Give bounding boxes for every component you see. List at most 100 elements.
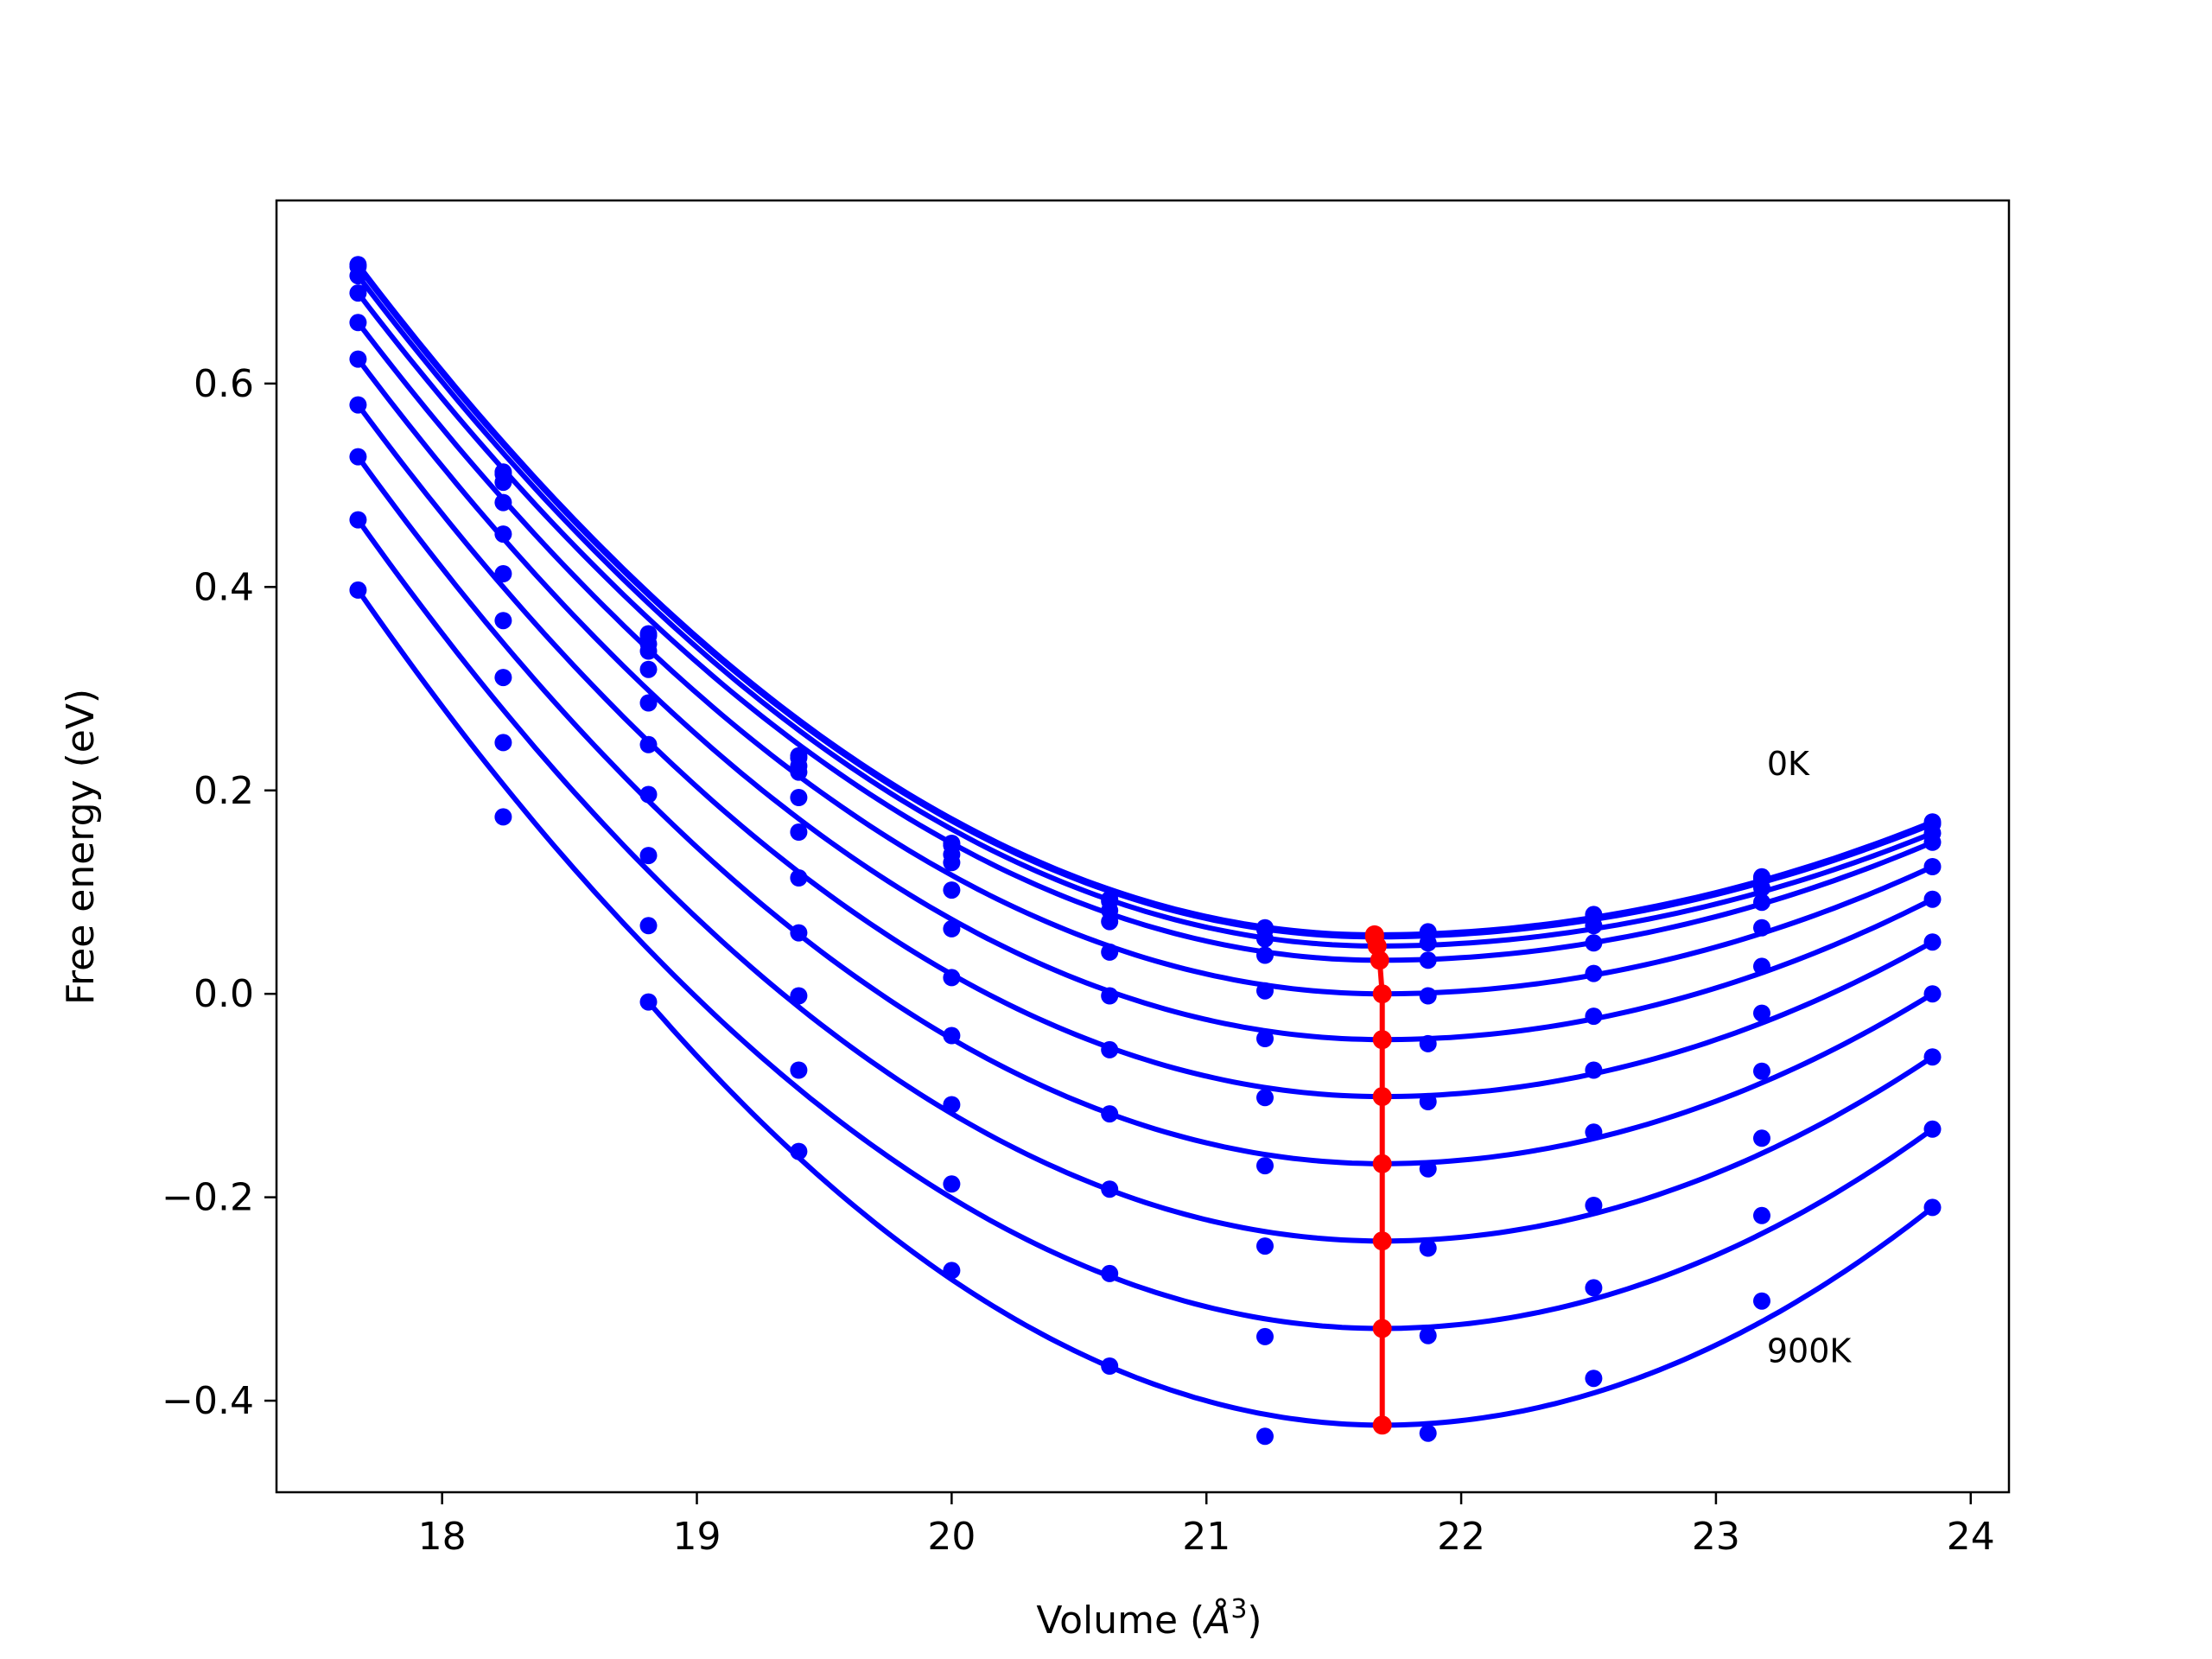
data-point-900K-7	[1419, 1326, 1437, 1344]
data-point-900K-6	[1256, 1327, 1274, 1345]
data-point-600K-6	[1256, 1089, 1274, 1107]
data-point-900K-0	[349, 581, 367, 599]
data-point-200K-8	[1585, 917, 1603, 935]
data-point-600K-1	[494, 612, 512, 630]
data-point-900K-10	[1923, 1120, 1942, 1138]
data-point-600K-10	[1923, 933, 1942, 951]
data-point-600K-5	[1101, 1040, 1119, 1058]
fit-curve-1000K	[646, 1000, 1935, 1428]
minimum-point-8	[1372, 1231, 1392, 1251]
data-point-700K-9	[1753, 1062, 1770, 1080]
data-point-500K-1	[494, 565, 512, 582]
data-point-600K-9	[1753, 1004, 1770, 1022]
fit-curve-800K	[355, 518, 1935, 1244]
minimum-point-3	[1370, 950, 1389, 970]
fit-curve-100K	[356, 264, 1934, 940]
y-tick-label-3: 0.2	[194, 769, 254, 813]
minimum-point-4	[1372, 984, 1392, 1004]
fit-curve-900K	[355, 588, 1935, 1332]
data-point-600K-8	[1585, 1061, 1603, 1079]
data-point-300K-7	[1419, 951, 1437, 969]
data-point-900K-8	[1585, 1279, 1603, 1297]
data-point-800K-0	[349, 511, 367, 529]
data-point-600K-2	[639, 735, 658, 753]
data-point-600K-7	[1419, 1093, 1437, 1110]
data-point-800K-10	[1923, 1048, 1942, 1066]
plot-frame	[275, 199, 2011, 1494]
x-tick-label-1: 19	[673, 1515, 721, 1559]
data-point-300K-8	[1585, 934, 1603, 952]
data-point-700K-4	[943, 1027, 961, 1045]
data-point-600K-3	[790, 869, 808, 887]
data-point-300K-9	[1753, 893, 1770, 912]
data-point-1000K-3	[790, 1142, 808, 1160]
x-tick-label-0: 18	[418, 1515, 467, 1559]
x-tick-label-3: 21	[1182, 1515, 1230, 1559]
data-point-700K-1	[494, 669, 512, 687]
x-axis-label-exponent: 3	[1230, 1594, 1247, 1624]
data-point-600K-0	[349, 396, 367, 414]
x-tick-label-2: 20	[927, 1515, 976, 1559]
data-point-800K-9	[1753, 1129, 1770, 1147]
data-point-700K-8	[1585, 1123, 1603, 1141]
data-point-1000K-2	[639, 993, 658, 1011]
minimum-point-7	[1372, 1154, 1392, 1173]
data-point-1000K-8	[1585, 1370, 1603, 1388]
data-point-200K-0	[349, 267, 367, 285]
data-point-1000K-7	[1419, 1424, 1437, 1442]
data-point-800K-7	[1419, 1239, 1437, 1257]
data-point-700K-0	[349, 448, 367, 466]
x-axis-label-close: )	[1247, 1599, 1262, 1643]
data-point-200K-6	[1256, 930, 1274, 948]
data-point-800K-6	[1256, 1237, 1274, 1255]
fit-curve-300K	[356, 291, 1934, 963]
data-point-300K-2	[639, 642, 658, 660]
data-point-1000K-10	[1923, 1198, 1942, 1217]
x-axis-label-main: Volume (	[1036, 1599, 1205, 1643]
data-point-900K-3	[790, 1061, 808, 1079]
x-tick-label-4: 22	[1437, 1515, 1485, 1559]
data-point-400K-4	[943, 881, 961, 899]
fit-curve-200K	[356, 274, 1934, 949]
annotations: 0K 900K	[1767, 745, 1853, 1370]
data-point-200K-1	[494, 474, 512, 492]
data-point-300K-1	[494, 493, 512, 512]
data-point-400K-8	[1585, 964, 1603, 982]
data-point-600K-4	[943, 969, 961, 987]
data-point-900K-1	[494, 808, 512, 826]
data-point-700K-10	[1923, 985, 1942, 1003]
data-point-500K-9	[1753, 957, 1770, 976]
data-points	[349, 256, 1942, 1446]
x-axis-ticks: 18 19 20 21 22 23 24	[418, 1492, 1995, 1559]
y-axis-ticks: −0.4 −0.2 0.0 0.2 0.4 0.6	[162, 362, 276, 1423]
data-point-400K-9	[1753, 918, 1770, 937]
minimum-path	[1364, 925, 1392, 1435]
fit-curve-500K	[355, 357, 1934, 1043]
x-tick-label-5: 23	[1692, 1515, 1740, 1559]
data-point-500K-3	[790, 823, 808, 841]
data-point-500K-4	[943, 919, 961, 938]
y-tick-label-0: −0.4	[162, 1379, 254, 1423]
data-point-400K-10	[1923, 858, 1942, 875]
data-point-900K-2	[639, 917, 658, 935]
fit-curve-400K	[356, 321, 1934, 997]
minimum-point-2	[1367, 936, 1387, 956]
minimum-point-5	[1372, 1030, 1392, 1050]
data-point-1000K-4	[943, 1262, 961, 1280]
data-point-500K-10	[1923, 890, 1942, 908]
data-point-500K-5	[1101, 987, 1119, 1005]
annotation-900K: 900K	[1767, 1332, 1853, 1370]
data-point-400K-6	[1256, 982, 1274, 1000]
data-point-700K-7	[1419, 1160, 1437, 1178]
y-tick-label-4: 0.4	[194, 565, 254, 609]
y-tick-label-5: 0.6	[194, 362, 254, 406]
data-point-500K-6	[1256, 1030, 1274, 1047]
data-point-400K-0	[349, 314, 367, 332]
data-point-400K-2	[639, 660, 658, 678]
data-point-500K-8	[1585, 1007, 1603, 1026]
data-point-400K-1	[494, 525, 512, 543]
data-point-700K-6	[1256, 1157, 1274, 1175]
data-point-700K-2	[639, 785, 658, 804]
data-point-200K-9	[1753, 879, 1770, 897]
